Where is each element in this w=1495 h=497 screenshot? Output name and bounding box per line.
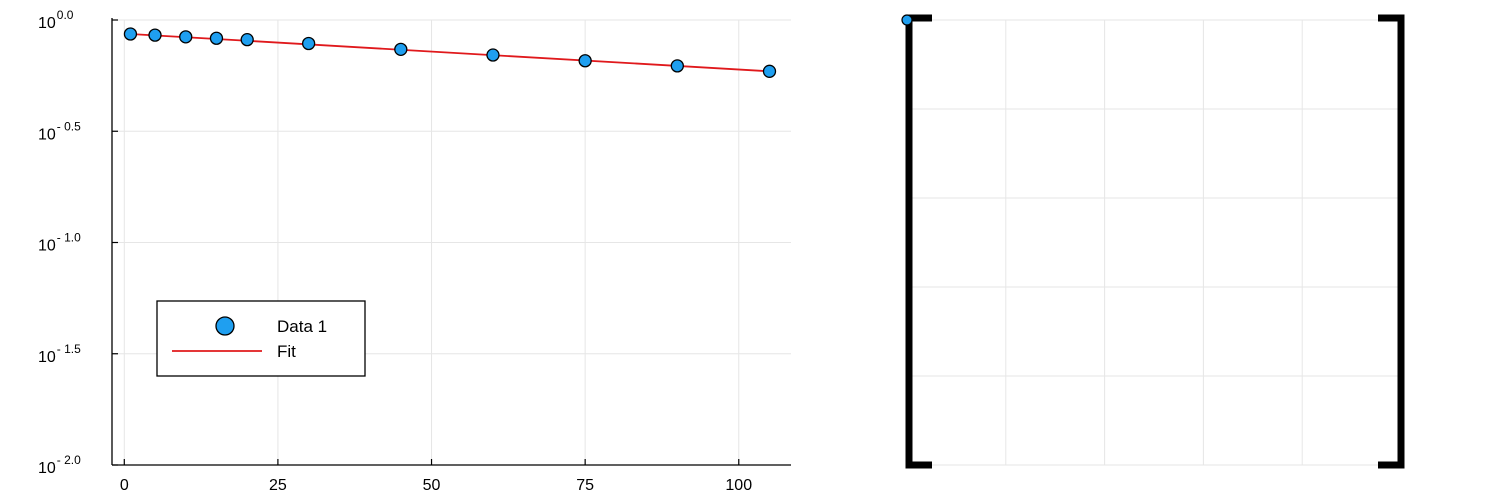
data-point bbox=[240, 32, 254, 47]
data-point bbox=[394, 42, 408, 57]
data-point bbox=[301, 36, 316, 51]
data-point bbox=[901, 14, 913, 26]
left-bracket bbox=[905, 14, 932, 469]
data-1-scatter-series bbox=[123, 27, 777, 78]
legend-marker-data-1 bbox=[215, 316, 235, 336]
x-tick-label: 75 bbox=[576, 477, 594, 494]
data-point bbox=[578, 54, 592, 68]
left-x-tick-labels: 0 25 50 75 100 bbox=[120, 477, 752, 494]
y-tick-label: 10- 1.0 bbox=[38, 231, 81, 255]
left-y-tick-labels: 100.0 10- 0.5 10- 1.0 10- 1.5 10- 2.0 bbox=[38, 8, 81, 477]
right-scatter-series bbox=[901, 14, 913, 26]
data-point bbox=[209, 31, 224, 45]
matrix-brackets-glyph bbox=[905, 14, 1405, 469]
fit-line-series bbox=[130, 33, 770, 73]
left-grid bbox=[112, 19, 791, 466]
left-plot-panel: 0 25 50 75 100 100.0 10- 0.5 10- 1.0 10- 1.5 10-… bbox=[38, 8, 791, 494]
legend: Data 1 Fit bbox=[156, 300, 366, 377]
x-tick-label: 0 bbox=[120, 477, 129, 494]
data-point bbox=[123, 27, 138, 41]
data-point bbox=[148, 28, 162, 42]
left-axes bbox=[111, 18, 791, 466]
y-tick-label: 10- 0.5 bbox=[38, 119, 81, 143]
y-tick-label: 100.0 bbox=[38, 8, 74, 32]
legend-label-data-1: Data 1 bbox=[277, 317, 327, 336]
right-plot-panel bbox=[901, 14, 1405, 469]
x-tick-label: 50 bbox=[423, 477, 441, 494]
data-point bbox=[486, 48, 500, 62]
y-tick-label: 10- 2.0 bbox=[38, 453, 81, 477]
data-point bbox=[179, 30, 193, 44]
legend-box bbox=[156, 300, 366, 377]
right-grid bbox=[906, 19, 1401, 466]
fit-line bbox=[130, 33, 770, 73]
x-tick-label: 25 bbox=[269, 477, 287, 494]
data-point bbox=[762, 64, 777, 78]
x-tick-label: 100 bbox=[725, 477, 752, 494]
data-point bbox=[670, 59, 684, 73]
y-tick-label: 10- 1.5 bbox=[38, 342, 81, 366]
right-bracket bbox=[1378, 14, 1405, 469]
legend-label-fit: Fit bbox=[277, 342, 296, 361]
